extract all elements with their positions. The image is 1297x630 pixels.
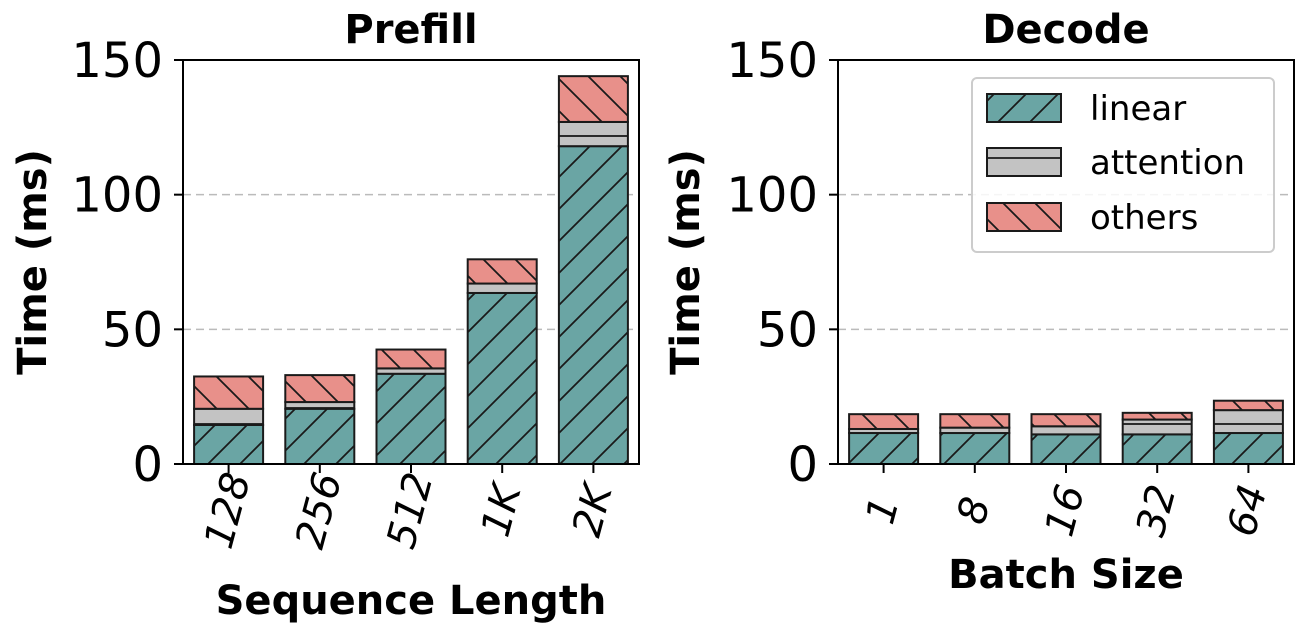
decode-bar-others-hatch xyxy=(939,413,1011,429)
prefill-bar-attention-hatch xyxy=(466,282,538,294)
prefill-y-tick-label: 50 xyxy=(102,302,163,358)
prefill-bar-attention-hatch xyxy=(284,401,356,410)
decode-bars xyxy=(848,399,1284,466)
legend-entry-others: others xyxy=(986,198,1198,238)
decode-bar-others-hatch xyxy=(848,413,920,430)
decode-bar-linear-hatch xyxy=(939,432,1011,466)
decode-bar-others-hatch xyxy=(1030,413,1102,428)
decode-y-axis-label: Time (ms) xyxy=(663,149,709,375)
prefill-bar-attention-hatch xyxy=(557,120,629,148)
prefill-bar-linear-hatch xyxy=(466,291,538,465)
decode-x-axis-label: Batch Size xyxy=(948,552,1184,598)
prefill-y-ticks: 0 50 100 150 xyxy=(71,33,183,493)
decode-x-tick-label: 64 xyxy=(1219,480,1277,541)
prefill-x-tick-label: 512 xyxy=(378,468,442,554)
prefill-bar-attention-hatch xyxy=(193,407,265,426)
legend-hatch-linear xyxy=(987,94,1061,122)
prefill-x-tick-label: 256 xyxy=(287,468,351,554)
prefill-x-tick-label: 2K xyxy=(564,477,623,541)
prefill-title: Prefill xyxy=(344,7,477,53)
decode-bar-others-hatch xyxy=(1121,411,1193,421)
legend-label-linear: linear xyxy=(1090,89,1186,129)
decode-title: Decode xyxy=(982,7,1149,53)
prefill-bar-others-hatch xyxy=(284,374,356,404)
legend-label-others: others xyxy=(1090,198,1198,238)
prefill-bar-linear-hatch xyxy=(193,423,265,465)
prefill-bar-others-hatch xyxy=(466,258,538,285)
prefill-bar-others-hatch xyxy=(375,348,447,370)
prefill-bar-others-hatch xyxy=(557,75,629,123)
prefill-bars xyxy=(193,75,629,466)
decode-x-tick-label: 1 xyxy=(858,492,909,528)
decode-panel: Decode 0 50 100 150 1 8 16 32 64 Time (ms) Batc… xyxy=(663,7,1295,598)
decode-x-tick-label: 16 xyxy=(1037,480,1095,541)
decode-y-tick-label: 150 xyxy=(726,33,818,89)
decode-bar-linear-hatch xyxy=(1121,433,1193,465)
prefill-bar-linear-hatch xyxy=(375,372,447,466)
prefill-y-tick-label: 100 xyxy=(71,168,163,224)
decode-x-tick-label: 8 xyxy=(949,492,1000,528)
prefill-bar-linear-hatch xyxy=(284,407,356,465)
decode-y-tick-label: 0 xyxy=(787,437,818,493)
prefill-y-axis-label: Time (ms) xyxy=(10,149,56,375)
decode-bar-linear-hatch xyxy=(1212,432,1284,466)
legend: linear attention others xyxy=(971,77,1275,253)
decode-y-tick-label: 100 xyxy=(726,168,818,224)
prefill-y-tick-label: 150 xyxy=(71,33,163,89)
decode-y-tick-label: 50 xyxy=(757,302,818,358)
prefill-y-tick-label: 0 xyxy=(132,437,163,493)
decode-x-tick-label: 32 xyxy=(1128,480,1186,541)
legend-entry-linear: linear xyxy=(986,89,1186,129)
decode-bar-attention-hatch xyxy=(1030,425,1102,436)
decode-bar-attention-hatch xyxy=(1121,418,1193,436)
decode-bar-linear-hatch xyxy=(1030,433,1102,465)
prefill-x-tick-label: 1K xyxy=(473,477,532,541)
legend-swatch-attention xyxy=(986,147,1062,177)
prefill-panel: Prefill 0 50 100 150 128 256 512 1K 2K Time (ms… xyxy=(10,7,640,624)
legend-label-attention: attention xyxy=(1090,143,1245,183)
legend-hatch-others xyxy=(987,203,1061,231)
prefill-x-ticks: 128 256 512 1K 2K xyxy=(196,464,623,554)
decode-bar-linear-hatch xyxy=(848,432,920,466)
decode-y-ticks: 0 50 100 150 xyxy=(726,33,838,493)
decode-bar-others-hatch xyxy=(1212,399,1284,412)
prefill-bar-others-hatch xyxy=(193,375,265,410)
prefill-x-axis-label: Sequence Length xyxy=(216,578,607,624)
prefill-x-tick-label: 128 xyxy=(196,468,260,554)
decode-x-ticks: 1 8 16 32 64 xyxy=(858,464,1277,541)
legend-entry-attention: attention xyxy=(986,143,1245,183)
decode-bar-attention-hatch xyxy=(1212,409,1284,435)
prefill-bar-linear-hatch xyxy=(557,145,629,465)
